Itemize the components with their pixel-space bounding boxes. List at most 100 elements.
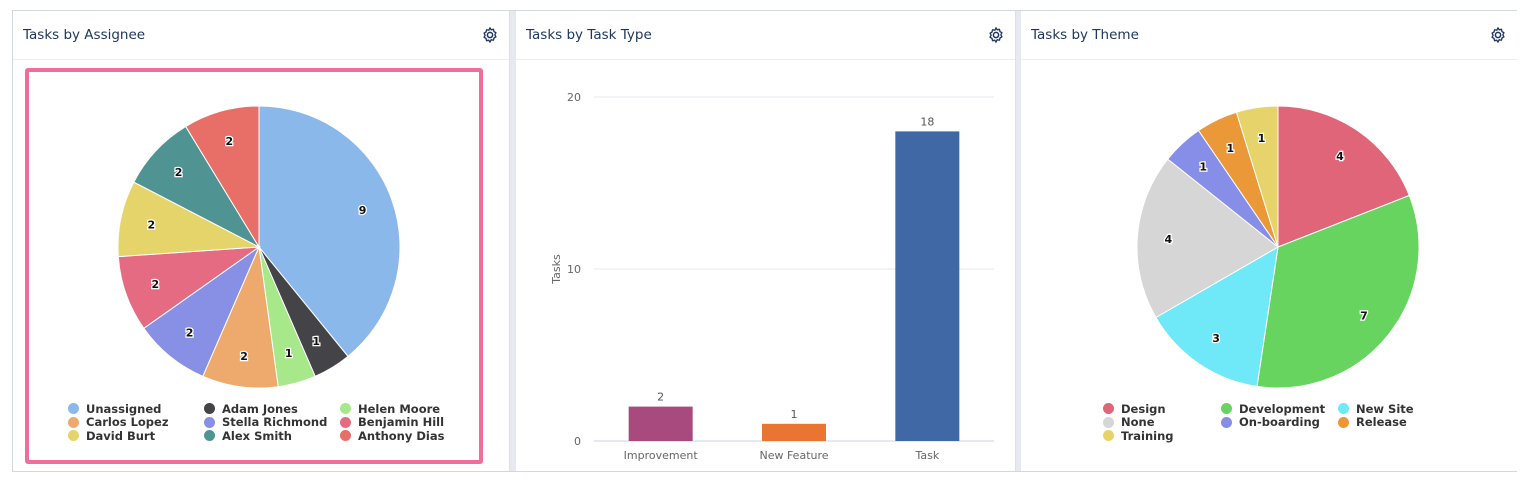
legend-label: Stella Richmond (222, 415, 328, 430)
data-label-alex-smith: 2 (175, 166, 183, 179)
legend-item-carlos-lopez[interactable]: Carlos Lopez (68, 415, 188, 430)
legend-item-none[interactable]: None (1103, 415, 1205, 430)
data-label-release: 1 (1226, 142, 1234, 155)
data-label-design: 4 (1336, 150, 1344, 163)
data-label-improvement: 2 (657, 391, 664, 404)
theme-legend: Design Development New Site None On-boarding… (1103, 402, 1438, 443)
task-type-bar-chart: 0 10 20 Tasks 2 Improvement 1 New Feature 18 Task (550, 91, 994, 462)
data-label-on-boarding: 1 (1199, 160, 1207, 173)
legend-label: Development (1239, 401, 1326, 416)
legend-marker (68, 403, 79, 415)
data-label-task: 18 (920, 115, 934, 128)
pie-slice-design[interactable] (1277, 105, 1410, 248)
legend-marker (204, 430, 215, 442)
legend-marker (340, 403, 351, 415)
legend-marker (68, 430, 79, 442)
pie-slice-development[interactable] (1256, 194, 1420, 389)
legend-item-stella-richmond[interactable]: Stella Richmond (204, 415, 328, 430)
x-tick-label-task: Task (914, 449, 939, 462)
legend-item-david-burt[interactable]: David Burt (68, 429, 188, 443)
panel-title: Tasks by Assignee (23, 27, 146, 43)
x-tick-label-improvement: Improvement (624, 449, 699, 462)
bar-task[interactable] (895, 131, 960, 441)
data-label-training: 1 (1258, 132, 1266, 145)
panel-tasks-by-theme: Tasks by Theme 4 7 3 4 1 1 1 Design Development… (1021, 11, 1517, 471)
panel-header: Tasks by Task Type (516, 11, 1015, 60)
legend-label: Release (1356, 415, 1407, 430)
y-axis-label: Tasks (550, 254, 563, 285)
legend-item-training[interactable]: Training (1103, 429, 1205, 443)
y-tick-label: 20 (567, 91, 581, 104)
legend-item-helen-moore[interactable]: Helen Moore (340, 402, 450, 416)
panel-title: Tasks by Theme (1031, 27, 1139, 43)
bar-improvement[interactable] (628, 406, 693, 441)
legend-marker (1221, 403, 1232, 415)
legend-label: Unassigned (86, 401, 162, 416)
data-label-new-feature: 1 (791, 408, 798, 421)
data-label-carlos-lopez: 2 (240, 350, 248, 363)
data-label-david-burt: 2 (147, 219, 155, 232)
legend-item-development[interactable]: Development (1221, 401, 1326, 416)
legend-item-on-boarding[interactable]: On-boarding (1221, 415, 1322, 430)
pie-slice-anthony-dias[interactable] (185, 105, 260, 249)
pie-slice-none[interactable] (1136, 158, 1279, 319)
legend-item-adam-jones[interactable]: Adam Jones (204, 402, 324, 416)
legend-label: Helen Moore (358, 401, 441, 416)
legend-item-release[interactable]: Release (1338, 415, 1438, 430)
legend-item-alex-smith[interactable]: Alex Smith (204, 429, 324, 443)
legend-label: New Site (1356, 401, 1414, 416)
legend-marker (204, 403, 215, 415)
panel-title: Tasks by Task Type (526, 27, 652, 43)
legend-marker (340, 430, 351, 442)
panel-header: Tasks by Theme (1021, 11, 1517, 60)
data-label-helen-moore: 1 (285, 347, 293, 360)
legend-item-design[interactable]: Design (1103, 402, 1205, 416)
legend-marker (1338, 416, 1349, 428)
legend-marker (204, 416, 215, 428)
legend-label: Carlos Lopez (86, 415, 169, 430)
assignee-legend: Unassigned Adam Jones Helen Moore Carlos Lo… (68, 402, 450, 443)
pie-slice-training[interactable] (1235, 105, 1279, 248)
legend-label: Adam Jones (222, 401, 298, 416)
assignee-pie-chart: 9 1 1 2 2 2 2 2 2 (117, 105, 401, 389)
data-label-development: 7 (1360, 310, 1368, 323)
legend-marker (340, 416, 351, 428)
legend-item-new-site[interactable]: New Site (1338, 402, 1438, 416)
x-tick-label-new-feature: New Feature (759, 449, 828, 462)
legend-label: On-boarding (1239, 415, 1320, 430)
gear-icon[interactable] (481, 26, 499, 44)
pie-slice-new-site[interactable] (1155, 246, 1279, 387)
legend-item-unassigned[interactable]: Unassigned (68, 402, 188, 416)
legend-marker (1103, 416, 1114, 428)
legend-marker (1103, 430, 1114, 442)
legend-label: Anthony Dias (358, 428, 445, 443)
bar-new-feature[interactable] (762, 423, 826, 441)
data-label-stella-richmond: 2 (186, 326, 194, 339)
y-tick-label: 10 (567, 263, 581, 276)
legend-label: Training (1121, 428, 1174, 443)
legend-label: Benjamin Hill (358, 415, 445, 430)
legend-label: None (1121, 415, 1155, 430)
data-label-adam-jones: 1 (312, 335, 320, 348)
panel-tasks-by-task-type: Tasks by Task Type 0 10 20 Tasks 2 Improvemen… (516, 11, 1016, 471)
legend-marker (1221, 416, 1232, 428)
legend-label: Alex Smith (222, 428, 292, 443)
data-label-none: 4 (1164, 233, 1172, 246)
gear-icon[interactable] (1489, 26, 1507, 44)
legend-marker (1338, 403, 1349, 415)
legend-label: David Burt (86, 428, 156, 443)
y-tick-label: 0 (574, 435, 581, 448)
data-label-unassigned: 9 (359, 204, 367, 217)
data-label-anthony-dias: 2 (225, 135, 233, 148)
dashboard: Tasks by Assignee 9 1 1 2 2 2 2 2 2 Unassigned Ad… (12, 10, 1517, 472)
pie-slice-unassigned[interactable] (258, 105, 401, 358)
gear-icon[interactable] (987, 26, 1005, 44)
data-label-benjamin-hill: 2 (152, 278, 160, 291)
panel-header: Tasks by Assignee (13, 11, 509, 60)
legend-item-benjamin-hill[interactable]: Benjamin Hill (340, 415, 450, 430)
legend-marker (1103, 403, 1114, 415)
legend-marker (68, 416, 79, 428)
panel-tasks-by-assignee: Tasks by Assignee 9 1 1 2 2 2 2 2 2 Unassigned Ad… (13, 11, 510, 471)
legend-item-anthony-dias[interactable]: Anthony Dias (340, 429, 450, 443)
theme-pie-chart: 4 7 3 4 1 1 1 (1136, 105, 1420, 389)
